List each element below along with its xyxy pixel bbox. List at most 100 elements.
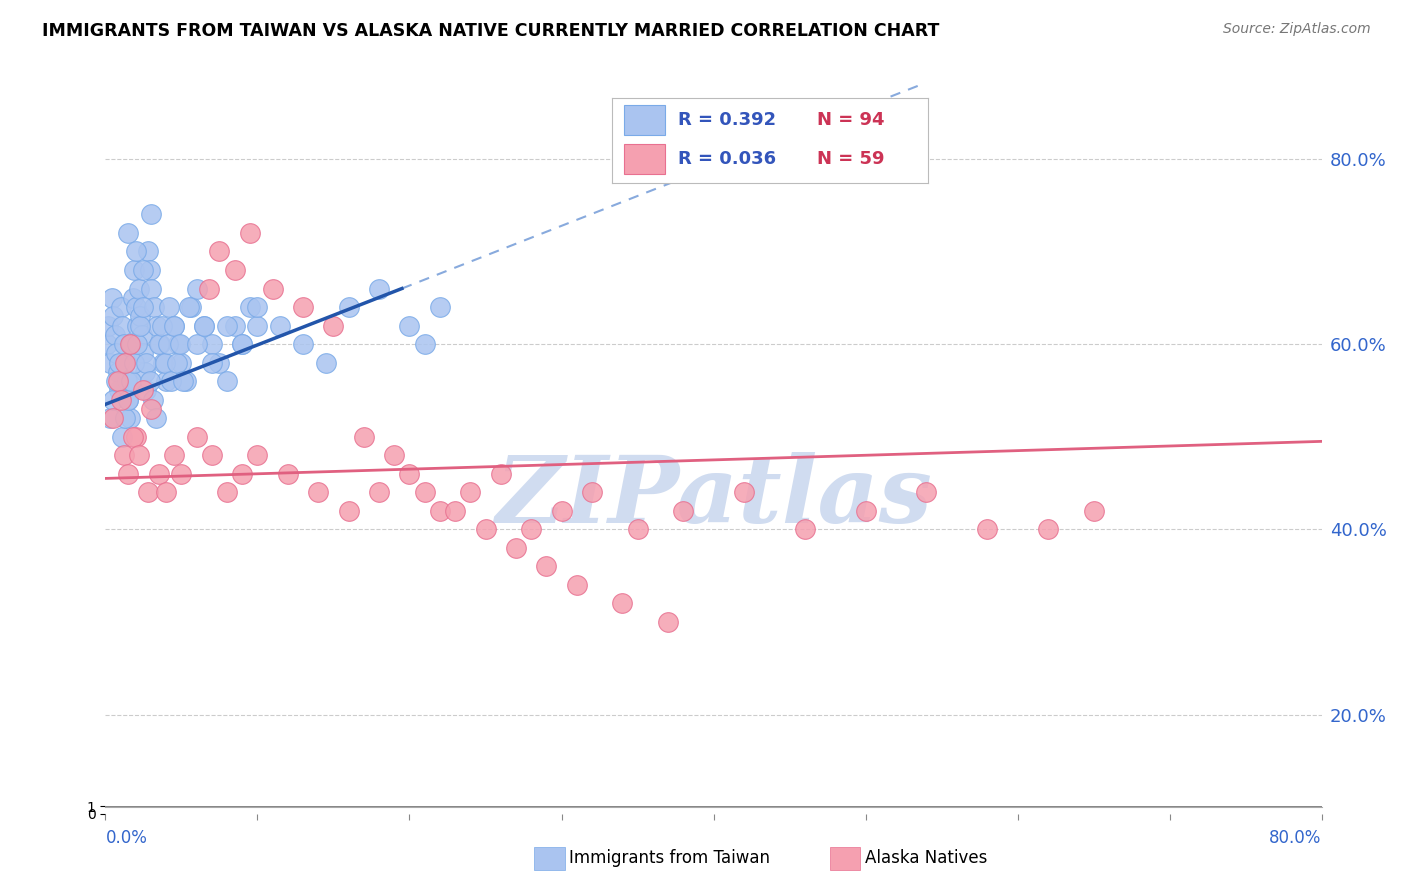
Point bbox=[231, 467, 253, 481]
Point bbox=[353, 430, 375, 444]
Point bbox=[143, 300, 166, 314]
Text: Immigrants from Taiwan: Immigrants from Taiwan bbox=[569, 849, 770, 867]
Point bbox=[536, 559, 558, 574]
Point bbox=[117, 392, 139, 407]
Point bbox=[163, 448, 186, 462]
Text: ZIPatlas: ZIPatlas bbox=[495, 451, 932, 541]
Point bbox=[131, 327, 153, 342]
Point bbox=[121, 430, 143, 444]
Point bbox=[315, 356, 337, 370]
Point bbox=[111, 430, 134, 444]
Point bbox=[135, 356, 157, 370]
Point bbox=[201, 448, 224, 462]
Point bbox=[118, 337, 141, 351]
Point bbox=[157, 300, 180, 314]
Point bbox=[292, 300, 315, 314]
Point bbox=[550, 504, 572, 518]
Point bbox=[167, 337, 190, 351]
Point bbox=[262, 281, 284, 295]
Point bbox=[134, 365, 156, 379]
Point bbox=[110, 300, 132, 314]
Point bbox=[172, 374, 194, 388]
Point bbox=[124, 356, 146, 370]
Point bbox=[128, 448, 150, 462]
Point bbox=[121, 291, 143, 305]
Point bbox=[239, 300, 262, 314]
Point bbox=[322, 318, 344, 333]
Point bbox=[177, 300, 200, 314]
Point bbox=[246, 318, 269, 333]
Point bbox=[170, 356, 193, 370]
Point bbox=[145, 411, 167, 425]
Point bbox=[166, 356, 188, 370]
Point bbox=[135, 384, 157, 398]
Point bbox=[132, 300, 155, 314]
Point bbox=[111, 318, 134, 333]
Point bbox=[115, 374, 138, 388]
Point bbox=[112, 337, 135, 351]
Point bbox=[277, 467, 299, 481]
Point bbox=[103, 327, 125, 342]
Point bbox=[368, 485, 391, 500]
Point bbox=[117, 392, 139, 407]
Point bbox=[159, 374, 181, 388]
Point bbox=[120, 374, 142, 388]
Point bbox=[152, 356, 174, 370]
Point bbox=[114, 356, 136, 370]
Point bbox=[128, 281, 150, 295]
Point bbox=[186, 281, 208, 295]
Point bbox=[444, 504, 467, 518]
Point bbox=[142, 392, 165, 407]
Point bbox=[120, 337, 142, 351]
Point bbox=[125, 300, 148, 314]
Point bbox=[127, 337, 149, 351]
Point bbox=[105, 346, 128, 360]
Point bbox=[170, 467, 193, 481]
Point bbox=[156, 337, 179, 351]
Point bbox=[174, 374, 197, 388]
Point bbox=[292, 337, 315, 351]
Point bbox=[246, 300, 269, 314]
Point bbox=[474, 522, 496, 536]
Point bbox=[1083, 504, 1105, 518]
Point bbox=[201, 337, 224, 351]
Point bbox=[146, 318, 169, 333]
Point bbox=[429, 504, 451, 518]
Text: Source: ZipAtlas.com: Source: ZipAtlas.com bbox=[1223, 22, 1371, 37]
Point bbox=[398, 467, 420, 481]
Point bbox=[382, 448, 405, 462]
Text: 0.0%: 0.0% bbox=[105, 829, 148, 847]
Point bbox=[337, 300, 360, 314]
Point bbox=[672, 504, 695, 518]
Point bbox=[217, 318, 239, 333]
Point bbox=[489, 467, 512, 481]
Point bbox=[307, 485, 329, 500]
Point bbox=[139, 207, 162, 221]
Point bbox=[163, 318, 186, 333]
Point bbox=[98, 356, 121, 370]
Point bbox=[101, 310, 124, 324]
Text: Alaska Natives: Alaska Natives bbox=[865, 849, 987, 867]
Point bbox=[458, 485, 481, 500]
Point bbox=[125, 244, 148, 259]
Point bbox=[117, 467, 139, 481]
Point bbox=[231, 337, 253, 351]
Point bbox=[139, 401, 162, 416]
Point bbox=[520, 522, 543, 536]
Point bbox=[101, 392, 124, 407]
Point bbox=[132, 263, 155, 277]
Point bbox=[612, 597, 634, 611]
Point bbox=[855, 504, 877, 518]
Point bbox=[118, 411, 141, 425]
Point bbox=[163, 318, 186, 333]
Point bbox=[148, 337, 170, 351]
Point bbox=[149, 337, 172, 351]
Point bbox=[186, 337, 208, 351]
Point bbox=[239, 226, 262, 240]
Point bbox=[231, 337, 253, 351]
Point bbox=[429, 300, 451, 314]
Point bbox=[139, 281, 162, 295]
Point bbox=[976, 522, 998, 536]
Point bbox=[1036, 522, 1059, 536]
Point bbox=[793, 522, 815, 536]
